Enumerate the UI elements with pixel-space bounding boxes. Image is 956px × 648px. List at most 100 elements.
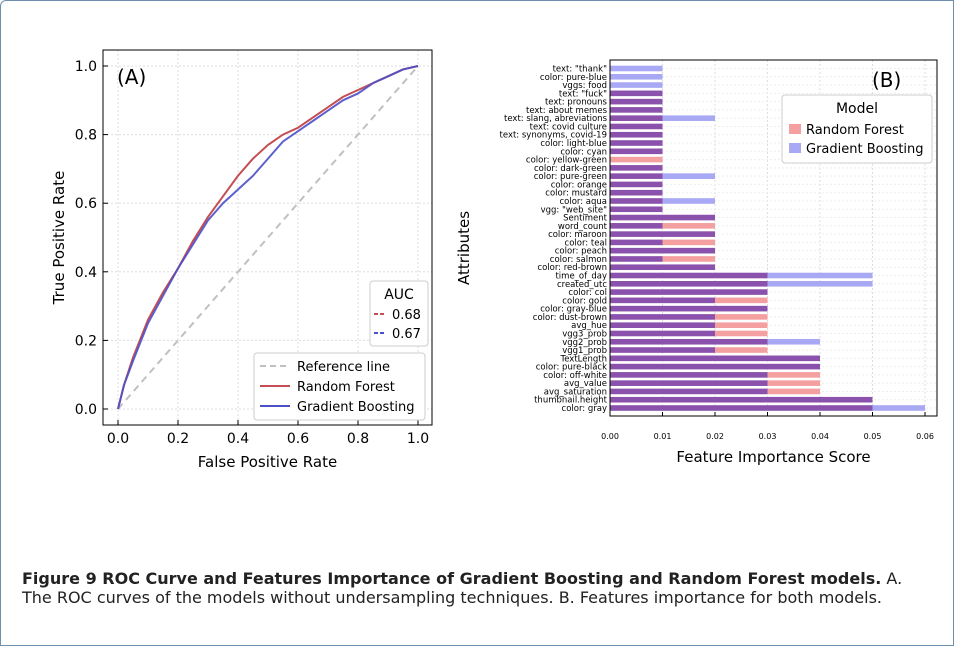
figure-caption: Figure 9 ROC Curve and Features Importan… — [22, 569, 922, 607]
attribute-label: color: aqua — [559, 197, 607, 207]
attribute-label: color: cyan — [560, 147, 607, 157]
attribute-label: color: light-blue — [540, 139, 607, 149]
attribute-label: vgg2_prob — [562, 338, 607, 348]
legend-gradient-boosting: Gradient Boosting — [297, 400, 415, 415]
attribute-label: text: "fuck" — [559, 89, 607, 99]
roc-y-tick-label: 1.0 — [75, 59, 97, 75]
attribute-label: color: pure-black — [536, 363, 607, 373]
roc-y-tick-label: 0.8 — [75, 128, 97, 144]
attribute-label: vgg3_prob — [562, 329, 607, 339]
attribute-label: avg_hue — [571, 321, 607, 331]
bar-overlap — [610, 90, 663, 97]
panel-a-label: (A) — [117, 65, 146, 89]
gradient-boosting-roc-line — [117, 65, 419, 410]
attribute-label: time_of_day — [555, 272, 607, 282]
legend-random-forest: Random Forest — [297, 380, 395, 395]
bar-overlap — [610, 198, 663, 204]
attribute-label: text: slang, abreviations — [504, 114, 608, 124]
model-legend-title: Model — [836, 101, 878, 117]
attribute-label: vgg1_prob — [562, 346, 607, 356]
bar-overlap — [610, 107, 663, 113]
reference-line — [117, 65, 419, 410]
bar-overlap — [610, 297, 715, 304]
attribute-label: color: dust-brown — [533, 313, 607, 323]
bar-gradient-boosting — [767, 272, 873, 279]
bar-overlap — [610, 322, 715, 328]
bar-overlap — [610, 363, 820, 370]
bar-overlap — [610, 305, 768, 312]
roc-y-tick-label: 0.4 — [75, 265, 97, 281]
attribute-label: color: col — [568, 288, 607, 298]
bar-random-forest — [715, 347, 768, 353]
bar-gradient-boosting — [610, 65, 663, 72]
bar-random-forest — [610, 156, 663, 163]
importance-x-tick-label: 0.02 — [706, 432, 724, 441]
importance-x-tick-label: 0.05 — [864, 432, 882, 441]
roc-x-tick-label: 0.8 — [347, 431, 369, 447]
attribute-label: word_count — [558, 222, 608, 232]
roc-ticks: 0.0 0.2 0.4 0.6 0.8 1.0 0.0 0.2 0.4 0.6 0.8 1.0 — [75, 59, 429, 447]
attribute-label: text: covid culture — [530, 122, 607, 132]
bar-overlap — [610, 223, 663, 229]
roc-x-tick-label: 0.0 — [107, 431, 129, 447]
bar-overlap — [610, 181, 663, 188]
bar-random-forest — [662, 239, 715, 246]
bar-gradient-boosting — [767, 338, 820, 345]
roc-y-tick-label: 0.0 — [75, 402, 97, 418]
attribute-label: text: synonyms, covid-19 — [500, 131, 607, 141]
attribute-label: color: pure-blue — [540, 73, 607, 83]
attribute-label: text: "thank" — [553, 65, 607, 75]
importance-bars — [610, 65, 925, 411]
importance-y-axis-label: Attributes — [455, 211, 473, 285]
figure-canvas: 0.0 0.2 0.4 0.6 0.8 1.0 0.0 0.2 0.4 0.6 0.8 1.0 (A)… — [50, 49, 938, 471]
auc-random-forest-value: 0.68 — [392, 308, 421, 323]
caption-title: Figure 9 ROC Curve and Features Importan… — [22, 569, 882, 588]
panel-b-label: (B) — [872, 68, 901, 92]
attribute-label: color: off-white — [543, 371, 607, 381]
roc-y-tick-label: 0.6 — [75, 196, 97, 212]
roc-y-axis-label: True Positive Rate — [50, 171, 68, 306]
bar-overlap — [610, 231, 715, 237]
attribute-label: thumbnail.height — [534, 396, 608, 406]
bar-overlap — [610, 388, 768, 395]
bar-random-forest — [715, 297, 768, 304]
bar-overlap — [610, 280, 768, 287]
bar-gradient-boosting — [662, 115, 715, 121]
bar-random-forest — [767, 388, 820, 395]
roc-legend: Reference line Random Forest Gradient Bo… — [253, 352, 426, 421]
bar-overlap — [610, 123, 663, 130]
attribute-label: color: gray-blue — [540, 305, 607, 315]
attribute-label: color: salmon — [550, 255, 607, 265]
importance-x-axis-label: Feature Importance Score — [676, 448, 870, 466]
bar-overlap — [610, 173, 663, 179]
legend-gradient-boosting-bar: Gradient Boosting — [806, 142, 924, 157]
roc-x-axis-label: False Positive Rate — [198, 453, 337, 471]
attribute-label: color: gray — [562, 404, 607, 414]
bar-overlap — [610, 355, 820, 362]
auc-gradient-boosting-value: 0.67 — [392, 327, 421, 342]
caption-body: A. The ROC curves of the models without … — [22, 569, 903, 607]
roc-panel: 0.0 0.2 0.4 0.6 0.8 1.0 0.0 0.2 0.4 0.6 0.8 1.0 (A)… — [50, 49, 433, 471]
bar-overlap — [610, 372, 768, 378]
bar-overlap — [610, 115, 663, 121]
bar-overlap — [610, 314, 715, 320]
attribute-label: color: yellow-green — [526, 156, 607, 166]
model-legend: Model Random Forest Gradient Boosting — [781, 94, 933, 164]
bar-overlap — [610, 148, 663, 155]
bar-random-forest — [767, 372, 820, 378]
feature-importance-panel: 0.00 0.01 0.02 0.03 0.04 0.05 0.06 text: "than… — [455, 59, 938, 466]
roc-y-tick-label: 0.2 — [75, 333, 97, 349]
bar-overlap — [610, 206, 663, 213]
attribute-label: Sentiment — [563, 214, 608, 224]
bar-gradient-boosting — [662, 173, 715, 179]
bar-random-forest — [715, 314, 768, 320]
roc-x-tick-label: 0.6 — [287, 431, 309, 447]
bar-random-forest — [767, 380, 820, 386]
bar-overlap — [610, 131, 663, 138]
attribute-label: avg_saturation — [544, 387, 607, 397]
bar-overlap — [610, 380, 768, 386]
bar-overlap — [610, 396, 873, 403]
attribute-label: vggs: food — [562, 81, 607, 91]
